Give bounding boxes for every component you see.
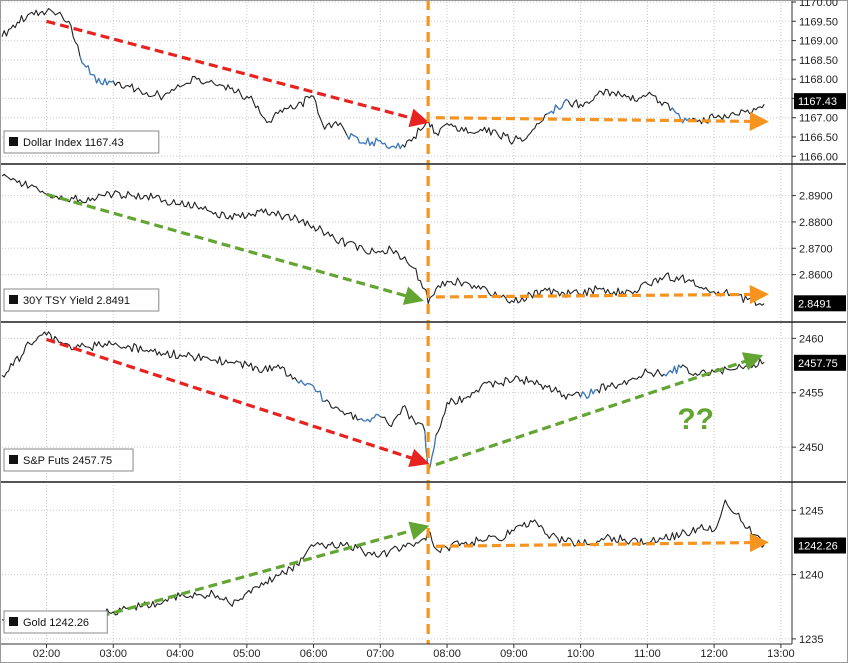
question-annotation: ?? bbox=[677, 403, 714, 436]
x-tick-label: 06:00 bbox=[300, 648, 328, 660]
last-value-label: 1242.26 bbox=[798, 541, 838, 553]
y-tick-label: 1245 bbox=[799, 505, 823, 517]
legend-label: S&P Futs 2457.75 bbox=[23, 455, 112, 467]
y-tick-label: 1235 bbox=[799, 634, 823, 646]
x-tick-label: 13:00 bbox=[767, 648, 795, 660]
x-tick-label: 02:00 bbox=[33, 648, 61, 660]
price-line-highlight bbox=[546, 98, 569, 115]
legend-label: 30Y TSY Yield 2.8491 bbox=[23, 295, 130, 307]
y-tick-label: 2.8900 bbox=[799, 191, 833, 203]
y-tick-label: 1167.00 bbox=[799, 113, 838, 125]
legend-box bbox=[3, 448, 134, 472]
legend-swatch bbox=[9, 617, 18, 626]
red-trend-arrow bbox=[46, 19, 430, 128]
y-tick-label: 1166.50 bbox=[799, 132, 838, 144]
x-tick-label: 11:00 bbox=[634, 648, 661, 660]
last-value-label: 2.8491 bbox=[798, 298, 832, 310]
price-line-highlight bbox=[359, 413, 381, 423]
legend-label: Gold 1242.26 bbox=[23, 617, 89, 629]
red-trend-arrow bbox=[46, 337, 430, 468]
x-tick-label: 12:00 bbox=[700, 648, 728, 660]
orange-trend-arrow bbox=[435, 284, 769, 305]
x-tick-label: 03:00 bbox=[100, 648, 128, 660]
y-tick-label: 2.8600 bbox=[799, 270, 833, 282]
y-tick-label: 1170.00 bbox=[799, 0, 838, 9]
x-tick-label: 10:00 bbox=[567, 648, 595, 660]
legend-box bbox=[3, 130, 160, 154]
arrow-layer bbox=[46, 19, 769, 633]
legend-box bbox=[3, 288, 160, 312]
y-tick-label: 2.8800 bbox=[799, 217, 833, 229]
x-tick-label: 04:00 bbox=[166, 648, 194, 660]
price-line bbox=[1, 173, 765, 307]
y-tick-label: 2455 bbox=[799, 388, 823, 400]
price-line-highlight bbox=[346, 133, 404, 150]
last-value-label: 1167.43 bbox=[798, 96, 837, 108]
price-line-highlight bbox=[580, 388, 598, 399]
y-tick-label: 1168.50 bbox=[799, 55, 838, 67]
last-value-marker bbox=[794, 295, 846, 312]
legend-swatch bbox=[9, 137, 18, 146]
last-value-marker bbox=[794, 93, 846, 110]
legend-label: Dollar Index 1167.43 bbox=[23, 137, 124, 149]
last-value-label: 2457.75 bbox=[798, 358, 838, 370]
x-tick-label: 08:00 bbox=[433, 648, 461, 660]
text-layer: 02:00 03:00 04:00 05:00 06:00 07:00 08:00 09:00… bbox=[3, 0, 846, 660]
y-tick-label: 2450 bbox=[799, 442, 823, 454]
x-tick-label: 05:00 bbox=[233, 648, 261, 660]
last-value-marker bbox=[794, 537, 846, 554]
legend-box bbox=[3, 610, 108, 634]
legend-swatch bbox=[9, 295, 18, 304]
orange-trend-arrow bbox=[435, 532, 769, 553]
price-line bbox=[1, 331, 765, 472]
legend-swatch bbox=[9, 455, 18, 464]
y-tick-label: 1240 bbox=[799, 570, 823, 582]
y-tick-label: 1169.50 bbox=[799, 16, 838, 28]
last-value-marker bbox=[794, 354, 846, 371]
x-tick-label: 07:00 bbox=[367, 648, 395, 660]
price-line-highlight bbox=[663, 364, 682, 377]
green-trend-arrow bbox=[46, 192, 424, 305]
orange-trend-arrow bbox=[435, 111, 769, 132]
y-tick-label: 2460 bbox=[799, 333, 823, 345]
green-trend-arrow bbox=[46, 521, 430, 633]
y-tick-label: 2.8700 bbox=[799, 243, 833, 255]
x-tick-label: 09:00 bbox=[500, 648, 528, 660]
price-line-highlight bbox=[296, 379, 325, 403]
y-tick-label: 1169.00 bbox=[799, 36, 838, 48]
series-layer bbox=[1, 7, 765, 627]
y-tick-label: 1166.00 bbox=[799, 151, 838, 163]
price-line-highlight bbox=[79, 55, 114, 86]
green-trend-arrow bbox=[435, 352, 764, 467]
y-tick-label: 1168.00 bbox=[799, 74, 838, 86]
